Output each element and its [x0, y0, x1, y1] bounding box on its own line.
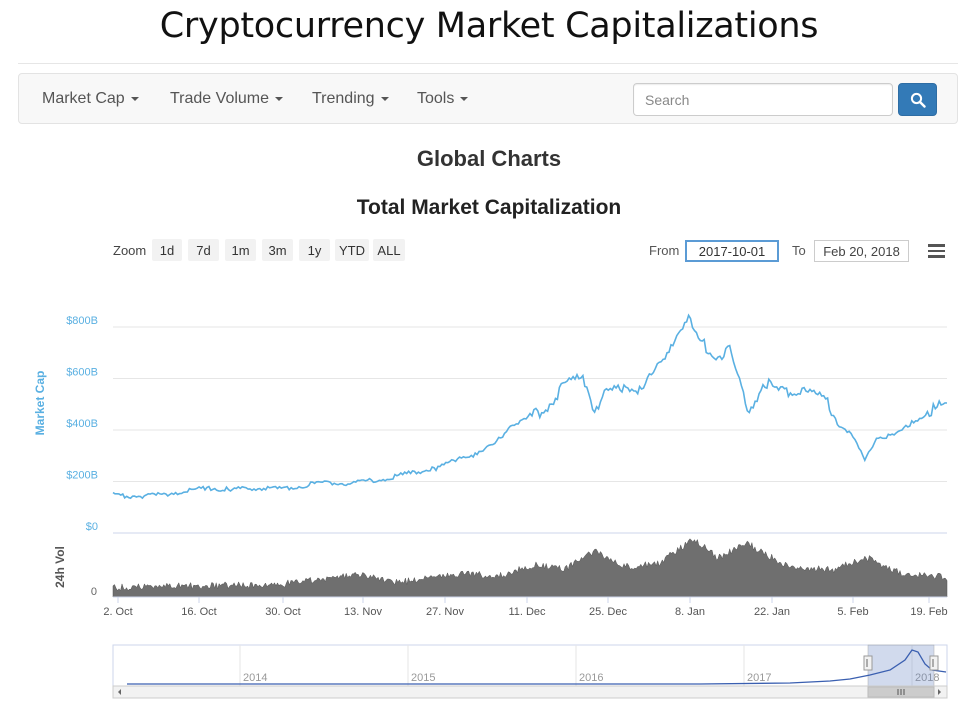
zoom-all-button[interactable]: ALL [373, 239, 405, 261]
nav-market-cap-label: Market Cap [42, 90, 125, 107]
y-tick-label: $800B [66, 315, 98, 327]
navigator-tick-label: 2017 [747, 672, 771, 684]
nav-trade-volume-label: Trade Volume [170, 90, 270, 107]
caret-down-icon [380, 96, 389, 101]
chart-menu-icon[interactable] [928, 244, 946, 258]
x-tick-label: 5. Feb [837, 606, 868, 618]
zoom-1y-button[interactable]: 1y [299, 239, 330, 261]
y-tick-label: $200B [66, 470, 98, 482]
x-tick-label: 27. Nov [426, 606, 464, 618]
nav-tools-label: Tools [417, 90, 455, 107]
navigator-tick-label: 2016 [579, 672, 603, 684]
y-axis-title: Market Cap [33, 371, 47, 436]
x-tick-label: 22. Jan [754, 606, 790, 618]
nav-trending-label: Trending [312, 90, 375, 107]
navigator-tick-label: 2018 [915, 672, 939, 684]
caret-down-icon [130, 96, 139, 101]
y-tick-label: $600B [66, 367, 98, 379]
zoom-1m-button[interactable]: 1m [225, 239, 256, 261]
navigator-tick-label: 2015 [411, 672, 435, 684]
navigator-series-line [127, 649, 947, 685]
y-tick-label: $0 [86, 521, 98, 533]
x-tick-label: 13. Nov [344, 606, 382, 618]
volume-area [112, 538, 948, 598]
title-divider [18, 63, 958, 64]
navigator-selection [867, 644, 935, 687]
to-label: To [792, 243, 806, 258]
caret-down-icon [275, 96, 284, 101]
market-cap-line [112, 313, 948, 500]
nav-trade-volume[interactable]: Trade Volume [170, 90, 284, 108]
navigator-scrollbar [112, 685, 948, 699]
scroll-left-arrow-icon [118, 689, 121, 695]
x-tick-label: 16. Oct [181, 606, 216, 618]
zoom-7d-button[interactable]: 7d [188, 239, 219, 261]
x-tick-label: 19. Feb [910, 606, 947, 618]
search-button[interactable] [898, 83, 937, 116]
from-date-input[interactable]: 2017-10-01 [685, 240, 779, 262]
scroll-right-arrow-icon [938, 689, 941, 695]
nav-market-cap[interactable]: Market Cap [42, 90, 139, 108]
zoom-1d-button[interactable]: 1d [152, 239, 182, 261]
navigator-right-handle [929, 655, 939, 671]
x-tick-label: 2. Oct [103, 606, 132, 618]
chart-title: Total Market Capitalization [356, 196, 622, 219]
from-label: From [649, 243, 680, 258]
nav-tools[interactable]: Tools [417, 90, 469, 108]
zoom-3m-button[interactable]: 3m [262, 239, 293, 261]
x-tick-label: 8. Jan [675, 606, 705, 618]
navbar: Market Cap Trade Volume Trending Tools [18, 73, 958, 124]
navigator-frame [112, 644, 948, 687]
x-tick-label: 11. Dec [508, 606, 546, 618]
section-title: Global Charts [416, 146, 562, 171]
to-date-input[interactable]: Feb 20, 2018 [814, 240, 909, 262]
zoom-label: Zoom [113, 243, 147, 258]
site-title: Cryptocurrency Market Capitalizations [159, 6, 819, 46]
volume-y-tick-label: 0 [91, 586, 97, 598]
navigator-left-handle [863, 655, 873, 671]
x-tick-label: 30. Oct [265, 606, 300, 618]
search-icon [910, 92, 926, 108]
y-tick-label: $400B [66, 418, 98, 430]
nav-trending[interactable]: Trending [312, 90, 389, 108]
zoom-ytd-button[interactable]: YTD [335, 239, 369, 261]
navigator-tick-label: 2014 [243, 672, 267, 684]
x-tick-label: 25. Dec [589, 606, 627, 618]
volume-axis-title: 24h Vol [53, 546, 67, 588]
search-input[interactable] [633, 83, 893, 116]
caret-down-icon [460, 96, 469, 101]
